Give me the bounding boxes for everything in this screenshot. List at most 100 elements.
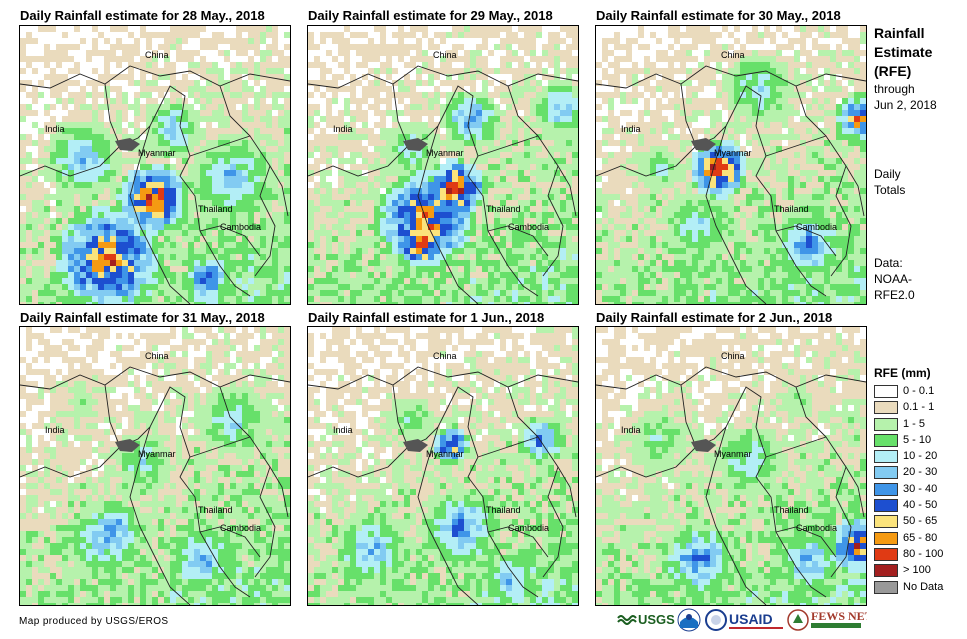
usaid-logo: USAID <box>729 610 787 635</box>
country-label-india: India <box>333 124 353 134</box>
country-label-myanmar: Myanmar <box>138 148 176 158</box>
country-label-cambodia: Cambodia <box>220 523 262 533</box>
country-label-china: China <box>721 351 745 361</box>
dos-seal-logo <box>705 608 727 635</box>
country-label-china: China <box>145 351 169 361</box>
credit-text: Map produced by USGS/EROS <box>19 616 169 627</box>
data-source-block: Data: NOAA- RFE2.0 <box>874 255 915 303</box>
legend-label: 20 - 30 <box>903 466 938 479</box>
legend-item: 10 - 20 <box>874 449 937 465</box>
rainfall-raster <box>308 327 578 605</box>
legend-swatch <box>874 482 898 496</box>
rainfall-raster <box>20 327 290 605</box>
rainfall-map-1-jun: China India Myanmar Thailand Cambodia <box>307 326 579 606</box>
panel-title: Daily Rainfall estimate for 29 May., 201… <box>308 8 553 23</box>
country-label-cambodia: Cambodia <box>796 523 838 533</box>
legend-item: No Data <box>874 580 943 596</box>
country-label-myanmar: Myanmar <box>714 148 752 158</box>
map-title-block: Rainfall Estimate (RFE) through Jun 2, 2… <box>874 24 937 113</box>
rainfall-raster <box>308 26 578 304</box>
legend-label: 1 - 5 <box>903 417 926 430</box>
country-label-china: China <box>433 351 457 361</box>
country-label-thailand: Thailand <box>774 204 809 214</box>
country-label-india: India <box>45 425 65 435</box>
through-label: through <box>874 82 915 96</box>
legend: RFE (mm) 0 - 0.1 0.1 - 1 1 - 5 5 - 10 10 - 2… <box>874 366 943 596</box>
map-title-line: (RFE) <box>874 63 912 79</box>
usgs-logo: USGS <box>617 609 675 631</box>
legend-item: 0 - 0.1 <box>874 384 935 400</box>
legend-swatch <box>874 466 898 480</box>
data-source-name: NOAA- <box>874 272 913 286</box>
legend-swatch <box>874 564 898 578</box>
aggregation-block: Daily Totals <box>874 166 905 198</box>
legend-swatch <box>874 450 898 464</box>
legend-item: 40 - 50 <box>874 498 937 514</box>
legend-swatch <box>874 385 898 398</box>
panel-title: Daily Rainfall estimate for 28 May., 201… <box>20 8 265 23</box>
through-date: Jun 2, 2018 <box>874 98 937 112</box>
legend-swatch <box>874 433 898 447</box>
country-label-cambodia: Cambodia <box>508 222 550 232</box>
country-label-cambodia: Cambodia <box>508 523 550 533</box>
country-label-thailand: Thailand <box>486 505 521 515</box>
country-label-india: India <box>45 124 65 134</box>
legend-swatch <box>874 499 898 513</box>
country-label-cambodia: Cambodia <box>796 222 838 232</box>
country-label-myanmar: Myanmar <box>426 148 464 158</box>
aggregation-label: Daily <box>874 167 901 181</box>
panel-title: Daily Rainfall estimate for 31 May., 201… <box>20 310 265 325</box>
rainfall-map-30-may: China India Myanmar Thailand Cambodia <box>595 25 867 305</box>
country-label-cambodia: Cambodia <box>220 222 262 232</box>
legend-item: 20 - 30 <box>874 465 937 481</box>
country-label-thailand: Thailand <box>486 204 521 214</box>
legend-label: No Data <box>903 580 944 593</box>
legend-label: 0.1 - 1 <box>903 401 935 414</box>
legend-item: 0.1 - 1 <box>874 400 935 416</box>
rainfall-map-28-may: China India Myanmar Thailand Cambodia <box>19 25 291 305</box>
rainfall-raster <box>20 26 290 304</box>
legend-label: 5 - 10 <box>903 433 932 446</box>
rainfall-raster <box>596 327 866 605</box>
aggregation-label: Totals <box>874 183 906 197</box>
map-title-line: Rainfall <box>874 25 925 41</box>
country-label-india: India <box>621 425 641 435</box>
legend-swatch <box>874 580 898 594</box>
country-label-india: India <box>621 124 641 134</box>
legend-label: 0 - 0.1 <box>903 385 935 397</box>
legend-swatch <box>874 401 898 415</box>
legend-item: 1 - 5 <box>874 417 931 433</box>
map-title-line: Estimate <box>874 44 933 60</box>
country-label-china: China <box>433 50 457 60</box>
country-label-china: China <box>721 50 745 60</box>
legend-item: 30 - 40 <box>874 482 937 498</box>
country-label-thailand: Thailand <box>198 204 233 214</box>
country-label-india: India <box>333 425 353 435</box>
legend-item: 50 - 65 <box>874 514 937 530</box>
fewsnet-logo: FEWS NET <box>787 607 873 636</box>
noaa-logo <box>677 608 701 635</box>
country-label-myanmar: Myanmar <box>138 449 176 459</box>
country-label-myanmar: Myanmar <box>426 449 464 459</box>
legend-item: 80 - 100 <box>874 547 943 563</box>
rainfall-map-29-may: China India Myanmar Thailand Cambodia <box>307 25 579 305</box>
rainfall-map-2-jun: China India Myanmar Thailand Cambodia <box>595 326 867 606</box>
country-label-china: China <box>145 50 169 60</box>
legend-item: 65 - 80 <box>874 531 937 547</box>
legend-item: 5 - 10 <box>874 433 931 449</box>
legend-label: 80 - 100 <box>903 547 944 560</box>
legend-label: 40 - 50 <box>903 499 938 512</box>
data-source-label: Data: <box>874 256 903 270</box>
country-label-myanmar: Myanmar <box>714 449 752 459</box>
panel-title: Daily Rainfall estimate for 1 Jun., 2018 <box>308 310 545 325</box>
data-source-name: RFE2.0 <box>874 288 915 302</box>
panel-title: Daily Rainfall estimate for 2 Jun., 2018 <box>596 310 833 325</box>
legend-label: 30 - 40 <box>903 482 938 495</box>
legend-swatch <box>874 417 898 431</box>
legend-label: 50 - 65 <box>903 515 938 528</box>
legend-title: RFE (mm) <box>874 366 931 380</box>
country-label-thailand: Thailand <box>198 505 233 515</box>
panel-title: Daily Rainfall estimate for 30 May., 201… <box>596 8 841 23</box>
legend-swatch <box>874 531 898 545</box>
legend-label: 10 - 20 <box>903 450 938 463</box>
